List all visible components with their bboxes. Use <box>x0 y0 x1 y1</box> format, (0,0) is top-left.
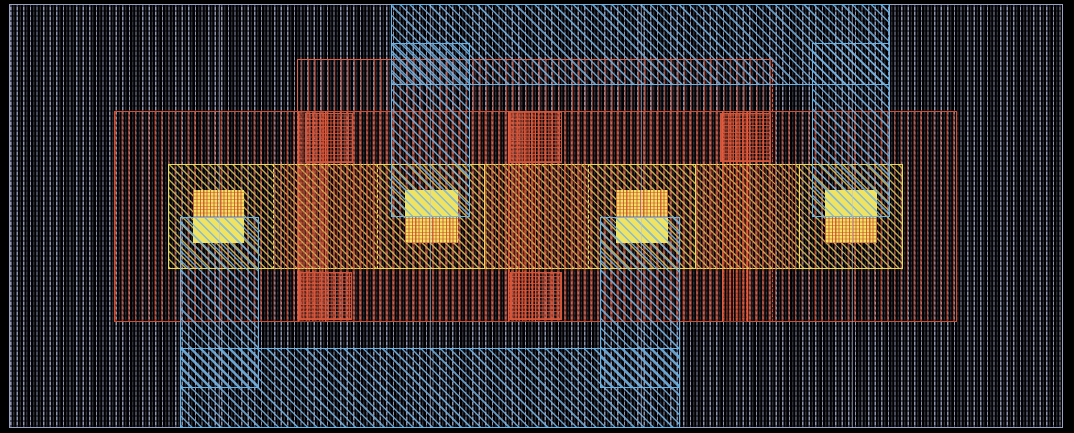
contact-implant-hatch <box>193 190 244 217</box>
contact-implant-hatch <box>405 216 458 243</box>
contact-implant-hatch <box>616 190 668 217</box>
metal-rail-top[interactable] <box>391 4 890 85</box>
poly-contact-mesh-top-2[interactable] <box>509 111 562 163</box>
poly-contact-mesh-bottom-1[interactable] <box>299 272 352 320</box>
gate-segment-2[interactable] <box>484 164 589 269</box>
gate-segment-1[interactable] <box>273 164 378 269</box>
poly-contact-mesh-bottom-2[interactable] <box>510 272 562 320</box>
contact-implant-hatch <box>825 216 877 243</box>
grid-line <box>641 4 642 428</box>
poly-contact-mesh-top-3[interactable] <box>720 113 771 162</box>
poly-contact-mesh-top-1[interactable] <box>305 113 353 163</box>
grid-line <box>430 4 431 428</box>
grid-line <box>219 4 220 428</box>
metal-strap-top-2[interactable] <box>812 43 890 217</box>
grid-line <box>852 4 853 428</box>
gate-segment-3[interactable] <box>695 164 800 269</box>
